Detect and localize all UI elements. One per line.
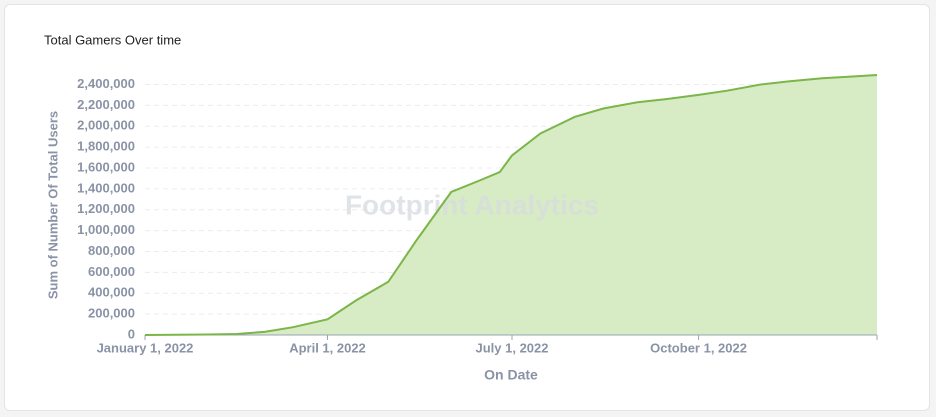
y-tick-label: 600,000 <box>88 264 135 279</box>
y-tick-label: 2,000,000 <box>77 118 135 133</box>
x-tick-label: January 1, 2022 <box>97 340 194 355</box>
y-tick-label: 2,400,000 <box>77 76 135 91</box>
y-tick-label: 1,800,000 <box>77 139 135 154</box>
y-tick-label: 1,400,000 <box>77 180 135 195</box>
y-tick-label: 2,200,000 <box>77 97 135 112</box>
x-tick-label: April 1, 2022 <box>289 340 366 355</box>
y-tick-label: 0 <box>128 326 135 341</box>
y-tick-label: 400,000 <box>88 285 135 300</box>
y-tick-label: 1,600,000 <box>77 159 135 174</box>
y-tick-label: 800,000 <box>88 243 135 258</box>
x-tick-label: October 1, 2022 <box>650 340 747 355</box>
y-tick-label: 1,000,000 <box>77 222 135 237</box>
y-tick-label: 200,000 <box>88 306 135 321</box>
watermark: Footprint Analytics <box>345 189 599 220</box>
chart-title: Total Gamers Over time <box>44 32 181 47</box>
x-axis-title: On Date <box>484 367 538 383</box>
area <box>145 75 877 335</box>
line <box>144 74 878 336</box>
x-tick-label: July 1, 2022 <box>476 340 549 355</box>
y-axis-title: Sum of Number Of Total Users <box>45 111 60 299</box>
y-tick-label: 1,200,000 <box>77 201 135 216</box>
